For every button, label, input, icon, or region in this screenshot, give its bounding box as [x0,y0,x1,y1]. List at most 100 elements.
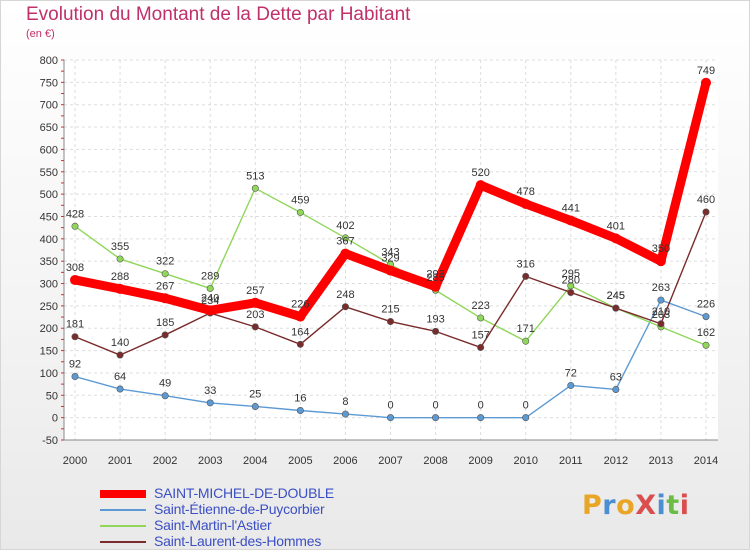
proxiti-logo: ProXiti [582,490,689,521]
y-tick-label: 650 [40,122,58,134]
data-label: 257 [246,285,264,297]
data-point [477,314,485,322]
data-point [385,265,396,276]
data-point [567,381,575,389]
data-point [341,303,349,311]
x-tick-label: 2008 [423,455,447,467]
data-point [161,270,169,278]
data-label: 245 [607,290,625,302]
data-label: 234 [201,295,219,307]
plot-area [64,60,718,440]
x-tick-label: 2009 [468,455,492,467]
data-point [430,281,441,292]
data-label: 295 [562,268,580,280]
data-label: 240 [201,292,219,304]
y-tick-label: 750 [40,77,58,89]
y-tick-label: 0 [52,413,58,425]
legend-swatch [100,525,146,527]
x-tick-label: 2001 [108,455,132,467]
data-point [115,283,126,294]
data-point [161,331,169,339]
data-label: 367 [336,236,354,248]
data-label: 355 [111,241,129,253]
y-tick-label: 200 [40,323,58,335]
y-tick-label: 800 [40,55,58,67]
data-label: 293 [426,269,444,281]
data-label: 288 [111,271,129,283]
data-label: 402 [336,220,354,232]
data-point [116,385,124,393]
data-label: 459 [291,194,309,206]
logo-letter: P [582,490,603,521]
data-label: 520 [471,167,489,179]
data-point [340,248,351,259]
data-label: 16 [294,392,306,404]
data-point [341,410,349,418]
data-point [477,343,485,351]
chart-subtitle: (en €) [26,28,55,40]
logo-letter: X [635,490,657,521]
data-label: 92 [69,359,81,371]
x-tick-label: 2002 [153,455,177,467]
logo-letter: o [616,490,636,521]
x-tick-label: 2014 [694,455,718,467]
data-label: 226 [291,299,309,311]
data-label: 401 [607,220,625,232]
x-tick-label: 2012 [604,455,628,467]
legend-item: Saint-Laurent-des-Hommes [100,533,420,550]
y-tick-label: 700 [40,100,58,112]
y-tick-label: 250 [40,301,58,313]
x-tick-label: 2000 [63,455,87,467]
data-point [701,77,711,88]
data-point [386,318,394,326]
data-point [702,208,710,216]
data-label: 210 [652,306,670,318]
data-label: 157 [471,329,489,341]
logo-letter: r [602,490,617,521]
data-point [251,402,259,410]
data-label: 308 [66,262,84,274]
data-label: 289 [201,270,219,282]
chart-title: Evolution du Montant de la Dette par Hab… [26,4,411,25]
x-tick-label: 2010 [513,455,537,467]
data-label: 329 [381,253,399,265]
data-label: 185 [156,317,174,329]
data-point [520,198,531,209]
data-point [702,313,710,321]
legend-swatch [100,541,146,543]
data-label: 248 [336,289,354,301]
data-label: 181 [66,319,84,331]
data-point [655,256,666,267]
y-tick-label: 100 [40,368,58,380]
data-point [477,414,485,422]
y-tick-label: -50 [42,435,58,447]
data-point [71,373,79,381]
data-label: 441 [562,202,580,214]
data-label: 245 [607,290,625,302]
data-label: 171 [517,323,535,335]
data-label: 223 [471,300,489,312]
data-point [565,215,576,226]
data-point [160,293,171,304]
data-point [610,233,621,244]
data-label: 428 [66,208,84,220]
x-tick-label: 2005 [288,455,312,467]
data-point [657,320,665,328]
legend-label: Saint-Étienne-de-Puycorbier [154,501,325,517]
data-point [296,340,304,348]
data-point [567,288,575,296]
data-point [432,414,440,422]
legend-swatch [100,509,146,511]
data-label: 280 [562,274,580,286]
data-label: 63 [610,371,622,383]
data-label: 8 [342,396,348,408]
data-point [296,208,304,216]
y-tick-label: 150 [40,346,58,358]
data-label: 203 [652,309,670,321]
data-label: 0 [433,400,439,412]
data-label: 343 [381,246,399,258]
data-label: 513 [246,170,264,182]
data-label: 749 [697,65,715,77]
legend: SAINT-MICHEL-DE-DOUBLE Saint-Étienne-de-P… [100,485,420,550]
